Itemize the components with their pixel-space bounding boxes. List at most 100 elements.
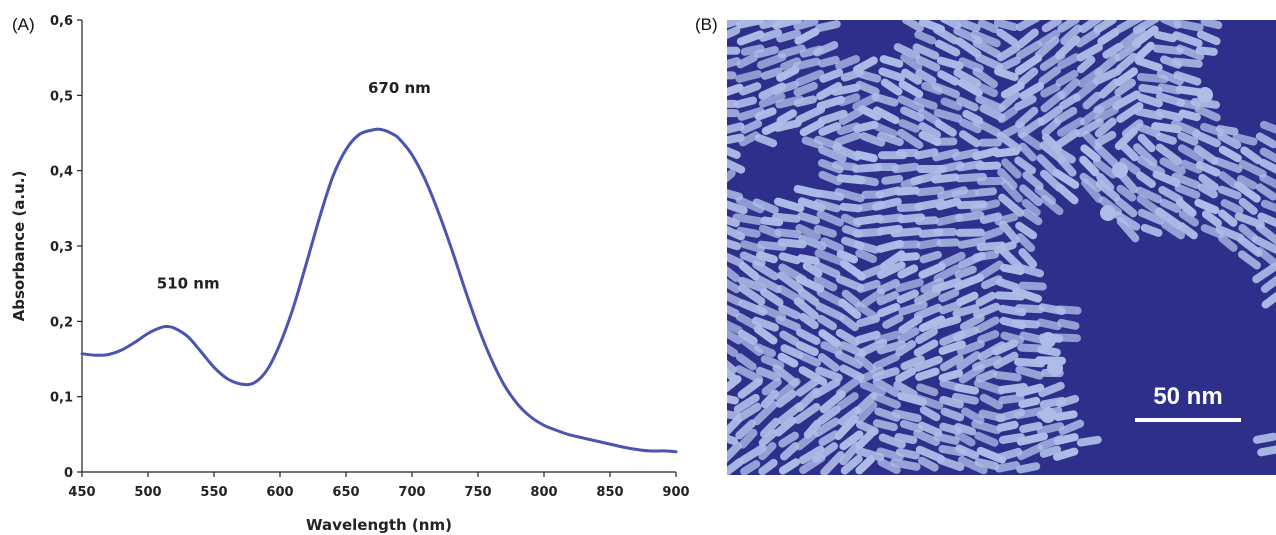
nanorod	[1218, 209, 1238, 227]
nanorod	[834, 188, 865, 203]
nanorod	[759, 20, 783, 30]
peak-annotations: 510 nm 670 nm	[157, 79, 431, 293]
nanorod	[737, 377, 763, 399]
nanorod	[915, 186, 945, 197]
nanorod	[872, 353, 900, 370]
nanorod	[793, 402, 821, 424]
nanorod	[771, 20, 802, 30]
nanorod	[760, 417, 781, 438]
nanorod	[1079, 20, 1107, 34]
nanosphere	[1100, 205, 1116, 221]
nanorod	[1232, 133, 1258, 146]
nanorod	[1019, 184, 1043, 207]
x-tick-label: 850	[596, 485, 623, 500]
nanorod	[819, 68, 844, 83]
nanorod	[775, 315, 801, 332]
nanorod	[1255, 223, 1276, 246]
nanorod	[851, 174, 879, 187]
nanorod	[795, 69, 825, 87]
nanorod	[955, 228, 985, 237]
nanorod	[1038, 66, 1062, 85]
nanorod	[913, 394, 944, 410]
nanorod	[1159, 157, 1186, 176]
nanorod	[914, 198, 946, 211]
nanorod	[1034, 36, 1060, 60]
nanorod	[957, 78, 983, 97]
nanorod	[932, 82, 961, 99]
nanorod	[753, 325, 778, 345]
nanorod	[855, 401, 878, 425]
nanorod	[838, 107, 864, 126]
nanorod	[736, 30, 765, 46]
nanorod	[913, 303, 943, 320]
nanorod	[995, 447, 1023, 462]
nanorod	[776, 109, 798, 125]
nanorod	[837, 93, 861, 107]
nanorod	[774, 228, 802, 239]
nanorod	[914, 287, 941, 305]
nanorod	[797, 211, 821, 225]
nanorod	[932, 148, 960, 162]
nanorod	[1058, 93, 1081, 110]
nanorod	[793, 297, 819, 320]
nanorod	[955, 444, 980, 460]
nanorod	[1114, 197, 1138, 218]
nanorod	[897, 264, 919, 279]
nanorod	[1257, 212, 1276, 229]
nanorod	[1177, 144, 1205, 163]
x-tick-label: 500	[134, 485, 161, 500]
nanorod	[933, 432, 960, 445]
nanorod	[958, 130, 981, 148]
nanorod	[915, 68, 937, 85]
nanorod	[912, 43, 940, 60]
nanorod	[915, 327, 938, 345]
nanorod	[1193, 145, 1219, 165]
x-tick-label: 900	[662, 485, 689, 500]
nanorod	[893, 43, 921, 60]
x-tick-label: 700	[398, 485, 425, 500]
nanorod	[994, 67, 1019, 82]
nanorod	[817, 314, 838, 331]
nanorod	[1079, 172, 1103, 192]
nanorod	[993, 241, 1017, 254]
nanorod	[1055, 147, 1076, 164]
nanorod	[738, 82, 762, 96]
nanorod	[1112, 90, 1141, 111]
nanorod	[1175, 44, 1205, 61]
nanorod	[896, 289, 919, 304]
nanorod	[738, 276, 767, 293]
nanorod	[895, 448, 920, 460]
nanorod	[860, 288, 886, 308]
nanorod	[761, 377, 782, 396]
nanorod	[998, 90, 1021, 112]
nanorod	[1015, 28, 1039, 49]
nanorod	[835, 328, 860, 347]
nanorod	[1019, 81, 1045, 100]
nanorod	[918, 315, 946, 333]
nanorod	[871, 92, 899, 107]
nanorod	[818, 329, 842, 348]
nanorod	[932, 25, 960, 45]
nanorod	[727, 214, 740, 228]
nanorod	[975, 95, 1005, 113]
nanorod	[1257, 445, 1276, 457]
nanorod	[853, 214, 884, 226]
nanorod	[975, 369, 998, 383]
nanorod	[1014, 304, 1045, 314]
nanorod	[1000, 331, 1025, 345]
nanorod	[1133, 143, 1158, 167]
nanorod	[796, 328, 821, 345]
nanorod	[977, 20, 999, 34]
nanorod	[982, 227, 1004, 240]
nanorod	[820, 237, 844, 253]
nanorod	[1041, 20, 1062, 33]
nanorod	[797, 287, 820, 306]
nanorod	[754, 45, 779, 59]
nanorod	[740, 240, 765, 253]
nanorod	[971, 419, 1002, 435]
nanorod	[1137, 93, 1163, 108]
nanorod	[1116, 184, 1137, 202]
nanorod	[1119, 141, 1139, 162]
nanorod	[972, 147, 1000, 161]
nanorod	[752, 400, 778, 426]
